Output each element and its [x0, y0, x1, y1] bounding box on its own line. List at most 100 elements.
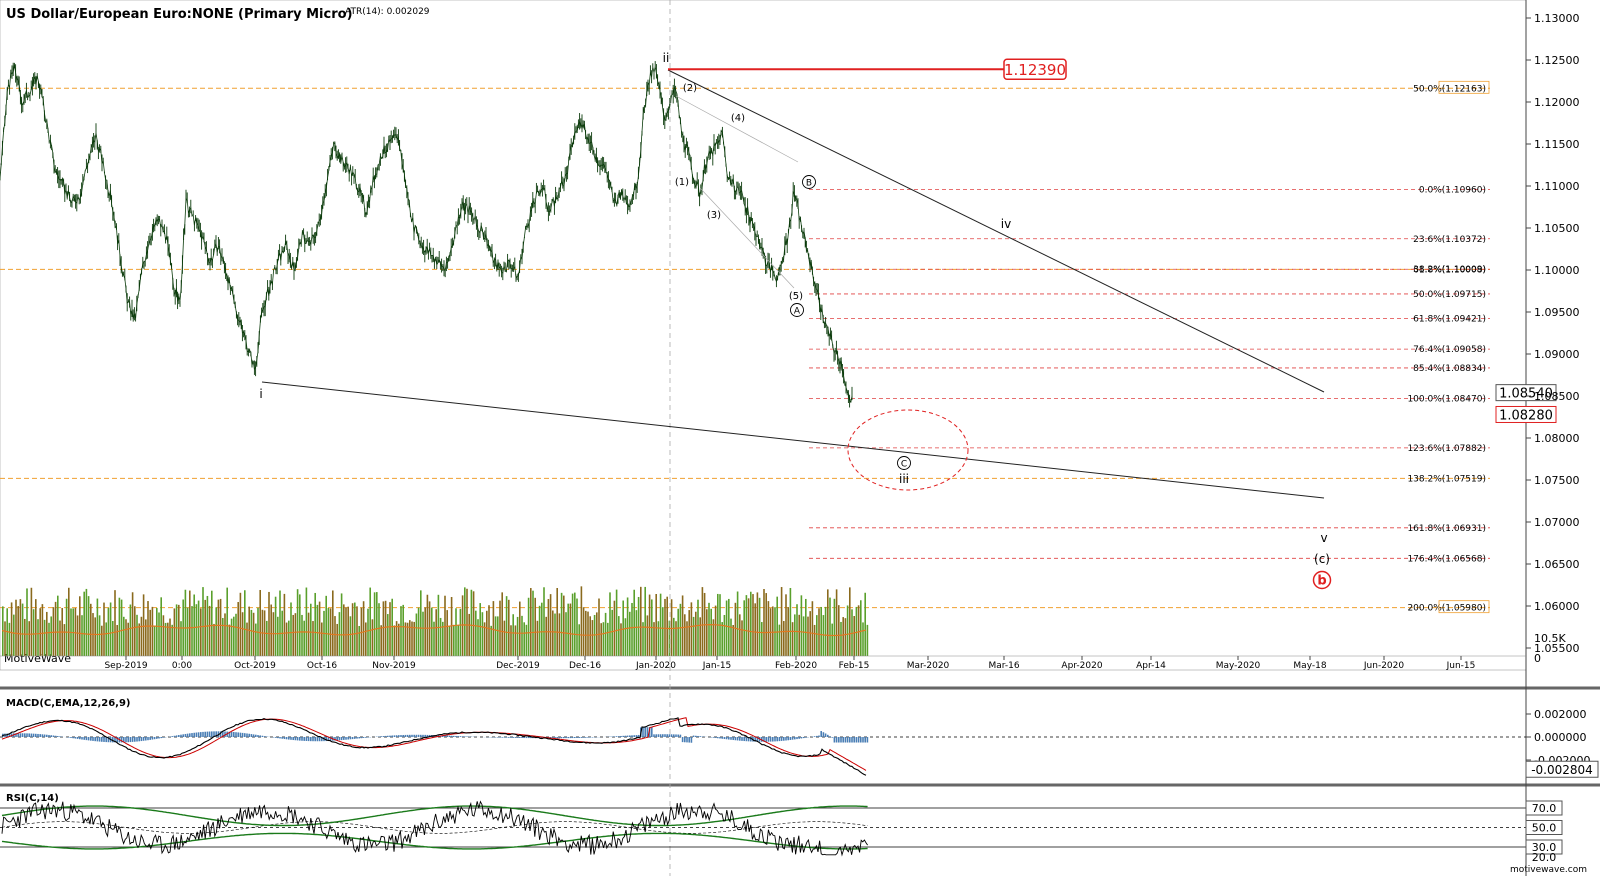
wave-label-ii: ii [663, 51, 670, 65]
volume-bar [90, 603, 92, 656]
volume-bar [400, 606, 402, 656]
volume-bar [448, 625, 451, 656]
macd-histogram-bar [41, 734, 44, 737]
volume-bar [670, 599, 673, 656]
volume-bar [15, 599, 17, 656]
macd-histogram-bar [508, 737, 510, 738]
macd-histogram-bar [79, 737, 81, 740]
wave-label-2: (2) [683, 83, 697, 94]
macd-histogram-bar [428, 734, 431, 737]
price-tag-current: 1.08280 [1499, 408, 1553, 423]
volume-bar [499, 600, 501, 656]
macd-histogram-bar [516, 737, 519, 738]
volume-bar [354, 602, 356, 656]
volume-bar [338, 612, 341, 656]
macd-histogram-bar [563, 737, 565, 739]
macd-histogram-bar [378, 736, 380, 737]
volume-bar [758, 597, 761, 656]
volume-bar [831, 623, 833, 656]
volume-bar [266, 620, 268, 656]
macd-histogram-bar [307, 737, 310, 742]
macd-histogram-bar [325, 737, 327, 742]
macd-histogram-bar [637, 734, 640, 737]
volume-bar [334, 616, 336, 656]
volume-bar [501, 592, 503, 656]
macd-histogram-bar [28, 733, 30, 737]
macd-histogram-bar [424, 734, 426, 737]
volume-bar [646, 615, 649, 656]
volume-bar [747, 598, 750, 656]
volume-bar [446, 610, 448, 656]
volume-bar [202, 587, 204, 656]
macd-histogram-bar [116, 737, 118, 743]
price-line [0, 64, 853, 404]
macd-histogram-bar [156, 737, 158, 739]
macd-histogram-bar [180, 734, 182, 737]
macd-histogram-bar [94, 737, 96, 742]
volume-bar [310, 603, 312, 656]
wave-label-i: i [259, 387, 262, 401]
volume-bar [79, 596, 81, 656]
fib-level-label: 0.0%(1.10960) [1419, 185, 1486, 195]
macd-histogram-bar [393, 735, 396, 737]
macd-histogram-bar [648, 727, 651, 737]
macd-histogram-bar [615, 736, 618, 737]
volume-bar [200, 608, 202, 656]
volume-bar [545, 616, 547, 656]
wave-label-circled: C [901, 460, 907, 470]
volume-bar [255, 623, 257, 656]
volume-bar [114, 590, 116, 656]
volume-bar [794, 614, 796, 656]
volume-bar [420, 590, 422, 656]
macd-histogram-bar [805, 737, 807, 738]
macd-histogram-bar [30, 733, 33, 737]
macd-histogram-bar [197, 732, 200, 737]
macd-histogram-bar [114, 737, 116, 743]
y-tick-label: 1.07500 [1534, 474, 1580, 487]
volume-bar [208, 605, 211, 656]
macd-histogram-bar [336, 737, 338, 741]
channel-line [699, 187, 795, 289]
volume-bar [508, 599, 510, 656]
volume-bar [692, 616, 695, 656]
macd-histogram-bar [120, 737, 123, 743]
channel-line [675, 95, 799, 163]
volume-bar [52, 607, 55, 656]
volume-bar [369, 587, 371, 656]
volume-bar [633, 589, 635, 656]
macd-histogram-bar [360, 737, 363, 739]
volume-bar [184, 589, 187, 656]
macd-histogram-bar [457, 736, 459, 737]
volume-bar [21, 603, 24, 656]
fib-level-label: 123.6%(1.07882) [1407, 444, 1486, 454]
volume-bar [43, 619, 46, 656]
macd-histogram-bar [219, 731, 222, 737]
volume-bar [332, 590, 334, 656]
volume-bar [431, 607, 433, 656]
volume-bar [173, 608, 176, 656]
macd-histogram-bar [642, 727, 644, 737]
fib-levels: 50.0%(1.12163) 0.0%(1.10960) 23.6%(1.10372… [0, 80, 1490, 614]
fib-level-label: 23.6%(1.10372) [1413, 235, 1486, 245]
macd-histogram-bar [580, 737, 583, 738]
volume-bar [301, 614, 303, 656]
macd-histogram-bar [800, 737, 803, 739]
volume-bar [19, 599, 22, 656]
macd-histogram-bar [736, 737, 739, 741]
volume-bar [156, 607, 158, 656]
volume-bar [664, 598, 666, 656]
volume-bar [233, 616, 235, 656]
volume-bar [404, 622, 407, 656]
macd-histogram-bar [686, 737, 688, 743]
macd-histogram-bar [147, 737, 149, 741]
volume-bar [780, 587, 783, 656]
macd-histogram-bar [714, 737, 717, 738]
macd-histogram-bar [697, 735, 699, 737]
volume-bar [406, 622, 409, 656]
macd-histogram-bar [857, 737, 860, 743]
macd-histogram-bar [310, 737, 312, 742]
macd-histogram-bar [211, 731, 213, 737]
macd-histogram-bar [222, 731, 224, 737]
macd-histogram-bar [842, 737, 844, 743]
